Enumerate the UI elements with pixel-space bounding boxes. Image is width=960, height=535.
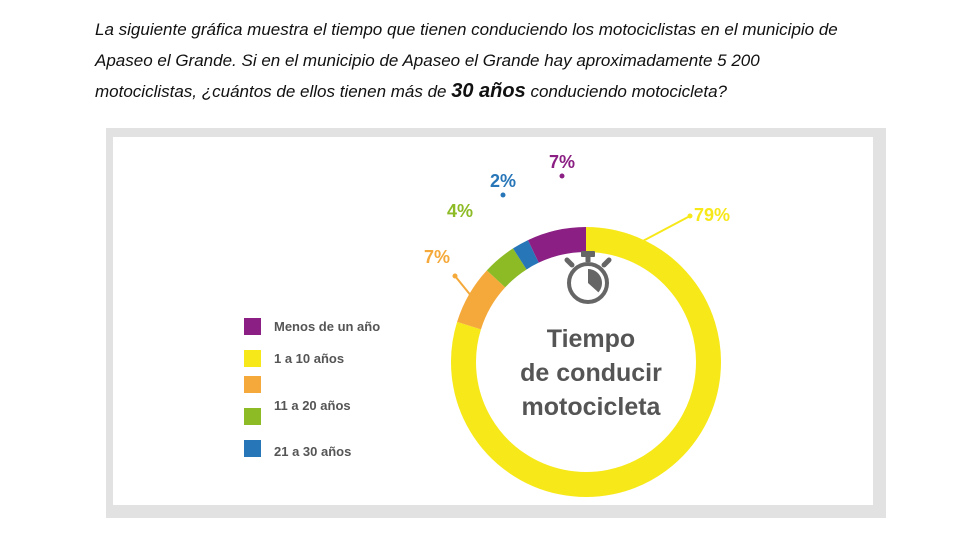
donut-slice	[486, 248, 527, 288]
question-line-3: motociclistas, ¿cuántos de ellos tienen …	[95, 76, 895, 107]
slice-value-label: 2%	[490, 171, 516, 191]
legend-swatch	[244, 408, 261, 425]
question-line-3-start: motociclistas, ¿cuántos de ellos tienen …	[95, 82, 452, 101]
question-line-1: La siguiente gráfica muestra el tiempo q…	[95, 20, 838, 39]
legend-item: 11 a 20 años	[244, 398, 444, 428]
legend-item: Menos de un año	[244, 318, 444, 338]
legend-item: 21 a 30 años	[244, 440, 444, 460]
slice-label-dot	[559, 173, 565, 179]
legend-label: Menos de un año	[274, 319, 381, 334]
stopwatch-icon	[564, 251, 612, 304]
slice-value-label: 4%	[447, 201, 473, 221]
donut-slice	[513, 240, 539, 270]
legend-swatch	[244, 376, 261, 393]
slice-value-label: 79%	[694, 205, 730, 225]
chart-title: Tiempo de conducir motocicleta	[486, 322, 696, 424]
question-text: La siguiente gráfica muestra el tiempo q…	[95, 14, 895, 107]
slice-label-dot	[500, 192, 506, 198]
slice-leader-line	[454, 275, 472, 297]
question-line-3-end: conduciendo motocicleta?	[525, 82, 728, 101]
question-emphasis: 30 años	[451, 80, 526, 102]
legend-swatch	[244, 350, 261, 367]
legend-label: 1 a 10 años	[274, 351, 345, 366]
slice-value-label: 7%	[424, 247, 450, 267]
chart-title-line: de conducir	[520, 359, 662, 387]
legend-label: 11 a 20 años	[274, 398, 351, 413]
question-line-2: Apaseo el Grande. Si en el municipio de …	[95, 51, 760, 70]
slice-leader-line	[603, 215, 691, 244]
slice-leader-dot	[687, 213, 693, 219]
legend-swatch	[244, 318, 261, 335]
donut-slice	[527, 227, 587, 263]
legend-label: 21 a 30 años	[274, 444, 352, 459]
chart-title-line: Tiempo	[546, 325, 636, 353]
legend-item: 1 a 10 años	[244, 350, 444, 370]
donut-slice	[451, 227, 721, 497]
legend-swatch	[244, 440, 261, 457]
slice-leader-dot	[452, 273, 458, 279]
slice-value-label: 7%	[549, 152, 575, 172]
donut-slice	[457, 270, 506, 330]
legend-item	[244, 376, 444, 396]
chart-title-line: motocicleta	[521, 393, 661, 421]
